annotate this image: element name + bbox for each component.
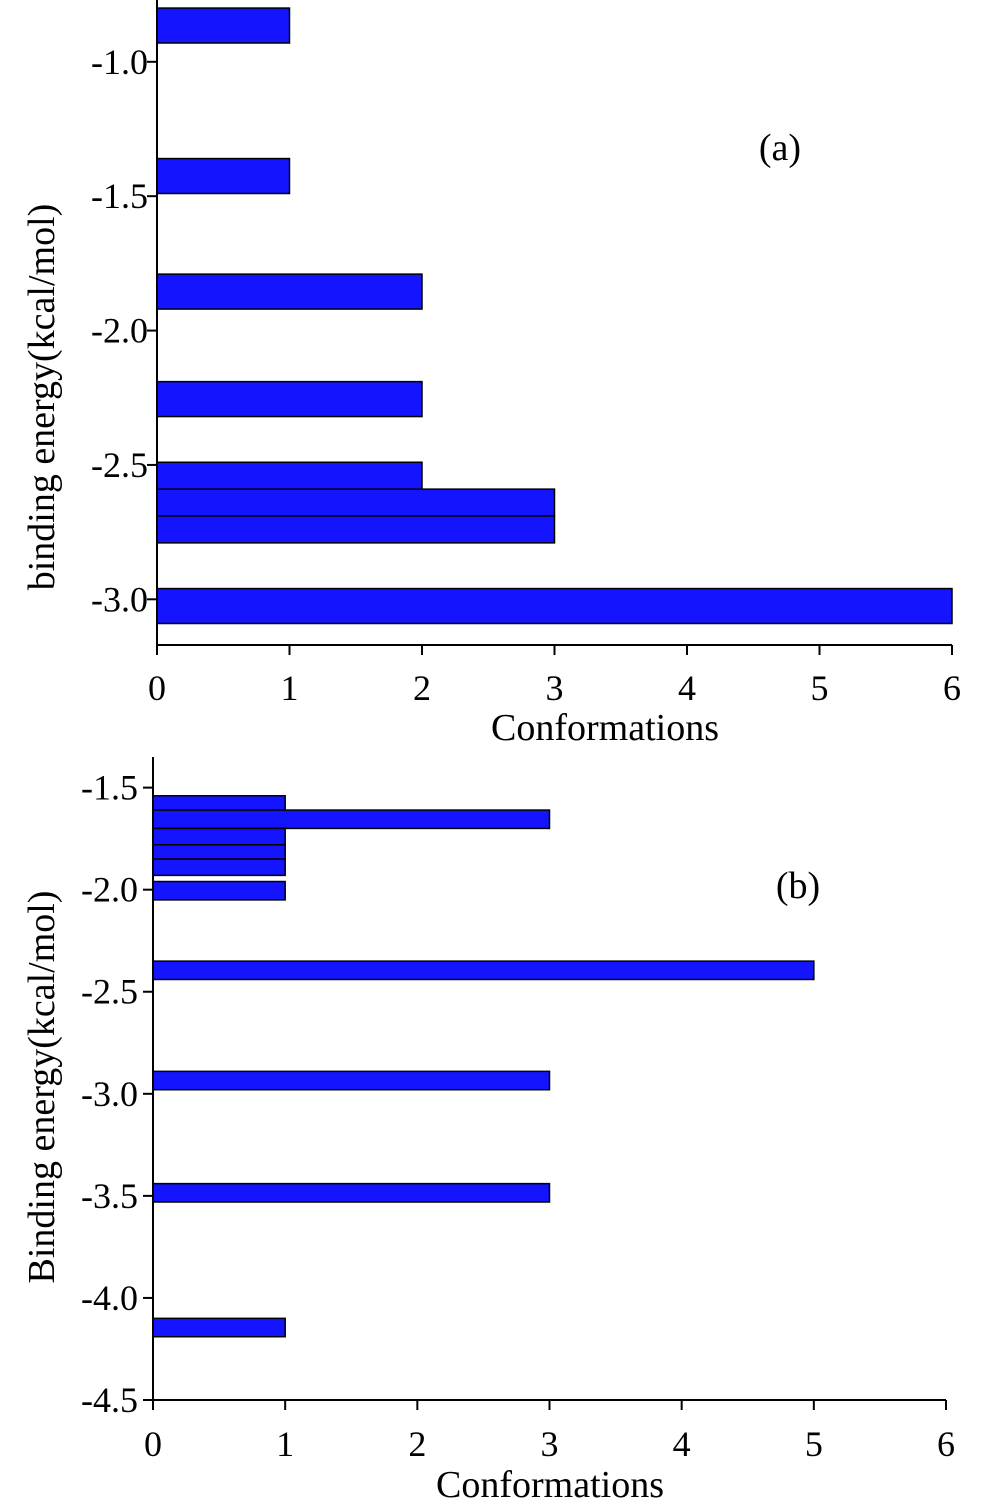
y-tick-label: -4.5	[81, 1380, 138, 1420]
y-tick-label: -3.5	[81, 1176, 138, 1216]
x-tick-label: 3	[541, 1424, 559, 1464]
x-tick-label: 1	[276, 1424, 294, 1464]
y-tick-label: -1.5	[91, 176, 148, 216]
y-tick-label: -3.0	[81, 1074, 138, 1114]
bar-6	[156, 488, 556, 517]
y-tick-label: -4.0	[81, 1278, 138, 1318]
x-tick-label: 0	[144, 1424, 162, 1464]
bar-3	[152, 827, 286, 846]
y-tick-label: -3.0	[91, 579, 148, 619]
bar-2	[156, 157, 291, 195]
bar-4	[156, 380, 423, 418]
y-axis-title: binding energy(kcal/mol)	[21, 204, 63, 591]
x-tick-label: 6	[943, 668, 961, 708]
bar-9	[152, 1182, 551, 1203]
x-tick-label: 4	[673, 1424, 691, 1464]
y-tick-label: -1.5	[81, 768, 138, 808]
x-tick-label: 5	[811, 668, 829, 708]
x-axis-title: Conformations	[436, 1464, 664, 1506]
y-tick-label: -2.5	[91, 445, 148, 485]
bar-7	[156, 515, 556, 544]
y-tick-label: -2.0	[91, 311, 148, 351]
x-tick-label: 1	[281, 668, 299, 708]
panel-label: (a)	[759, 127, 801, 169]
bar-8	[152, 1070, 551, 1091]
bar-1	[156, 7, 291, 44]
x-tick-label: 6	[937, 1424, 955, 1464]
bar-3	[156, 273, 423, 310]
panel-label: (b)	[776, 865, 820, 907]
panel-b: 0 1 2 3 4 5 6 -1.5 -2.0 -2.5 -3.0 -3.5 -4.0 -4.5 Confo…	[21, 757, 955, 1506]
x-tick-label: 0	[148, 668, 166, 708]
y-tick-label: -2.0	[81, 870, 138, 910]
bar-5	[152, 858, 286, 877]
bar-10	[152, 1317, 286, 1338]
x-tick-label: 2	[408, 1424, 426, 1464]
y-tick-label: -1.0	[91, 42, 148, 82]
bar-4	[152, 844, 286, 860]
x-tick-label: 3	[546, 668, 564, 708]
y-tick-label: -2.5	[81, 972, 138, 1012]
x-tick-label: 2	[413, 668, 431, 708]
bar-7	[152, 960, 815, 981]
bar-8	[156, 587, 953, 625]
x-tick-label: 4	[678, 668, 696, 708]
bar-2	[152, 809, 551, 830]
x-tick-label: 5	[805, 1424, 823, 1464]
x-axis-title: Conformations	[491, 707, 719, 749]
panel-a: 0 1 2 3 4 5 6 -1.0 -1.5 -2.0 -2.5 -3.0 Conformations…	[21, 0, 961, 749]
bar-6	[152, 880, 286, 901]
y-axis-title: Binding energy(kcal/mol)	[21, 891, 63, 1284]
